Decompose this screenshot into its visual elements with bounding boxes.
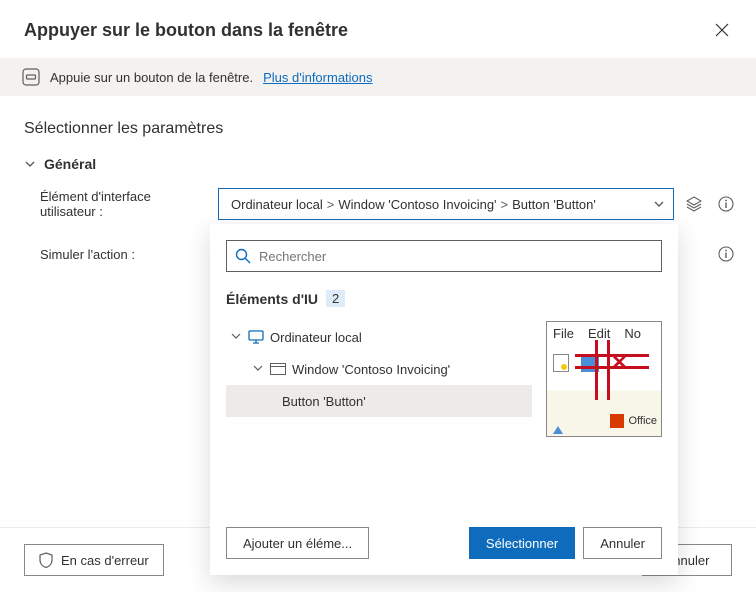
action-type-icon — [22, 68, 40, 86]
tree-node-label: Ordinateur local — [270, 330, 362, 345]
chevron-down-icon — [653, 198, 665, 210]
computer-icon — [248, 330, 264, 344]
preview-menu-no: No — [624, 326, 641, 341]
search-icon — [235, 248, 251, 264]
uielement-dropdown[interactable]: Ordinateur local>Window 'Contoso Invoici… — [218, 188, 674, 220]
preview-menu-file: File — [553, 326, 574, 341]
preview-triangle-icon — [553, 426, 563, 434]
param-label-uielement: Élément d'interface utilisateur : — [40, 189, 210, 219]
close-icon — [715, 23, 729, 37]
info-icon — [718, 246, 734, 262]
chevron-down-icon — [24, 158, 36, 170]
window-icon — [270, 363, 286, 375]
chevron-down-icon — [253, 363, 263, 373]
tree-node-window[interactable]: Window 'Contoso Invoicing' — [226, 353, 532, 385]
search-input[interactable] — [259, 249, 653, 264]
section-title: Sélectionner les paramètres — [0, 96, 756, 152]
dropdown-value: Ordinateur local>Window 'Contoso Invoici… — [231, 197, 596, 212]
help-uielement-button[interactable] — [714, 192, 738, 216]
layers-icon — [686, 196, 702, 212]
param-label-simulate: Simuler l'action : — [40, 247, 210, 262]
elements-header: Éléments d'IU — [226, 291, 318, 307]
tree-node-button[interactable]: Button 'Button' — [226, 385, 532, 417]
elements-count-badge: 2 — [326, 290, 345, 307]
group-general[interactable]: Général — [0, 152, 756, 184]
uielement-picker-flyout: Éléments d'IU 2 Ordinateur local Window … — [210, 224, 678, 575]
info-icon — [718, 196, 734, 212]
flyout-cancel-button[interactable]: Annuler — [583, 527, 662, 559]
info-text: Appuie sur un bouton de la fenêtre. — [50, 70, 253, 85]
office-logo-icon — [610, 414, 624, 428]
tree-node-label: Window 'Contoso Invoicing' — [292, 362, 450, 377]
preview-office-label: Office — [628, 415, 657, 427]
element-preview: File Edit No ✕ Office — [546, 321, 662, 437]
more-info-link[interactable]: Plus d'informations — [263, 70, 372, 85]
on-error-label: En cas d'erreur — [61, 553, 149, 568]
preview-doc-icon — [553, 354, 569, 372]
select-button[interactable]: Sélectionner — [469, 527, 575, 559]
dialog-title: Appuyer sur le bouton dans la fenêtre — [24, 20, 348, 41]
chevron-down-icon — [231, 331, 241, 341]
info-bar: Appuie sur un bouton de la fenêtre. Plus… — [0, 58, 756, 96]
shield-icon — [39, 552, 53, 568]
preview-save-icon — [581, 354, 599, 372]
preview-delete-icon: ✕ — [611, 350, 628, 375]
search-box[interactable] — [226, 240, 662, 272]
on-error-button[interactable]: En cas d'erreur — [24, 544, 164, 576]
help-simulate-button[interactable] — [714, 242, 738, 266]
group-label: Général — [44, 156, 96, 172]
variable-picker-button[interactable] — [682, 192, 706, 216]
close-button[interactable] — [706, 14, 738, 46]
add-element-button[interactable]: Ajouter un éléme... — [226, 527, 369, 559]
tree-node-label: Button 'Button' — [282, 394, 366, 409]
tree-node-computer[interactable]: Ordinateur local — [226, 321, 532, 353]
uielement-tree: Ordinateur local Window 'Contoso Invoici… — [226, 321, 532, 437]
preview-menu-edit: Edit — [588, 326, 610, 341]
